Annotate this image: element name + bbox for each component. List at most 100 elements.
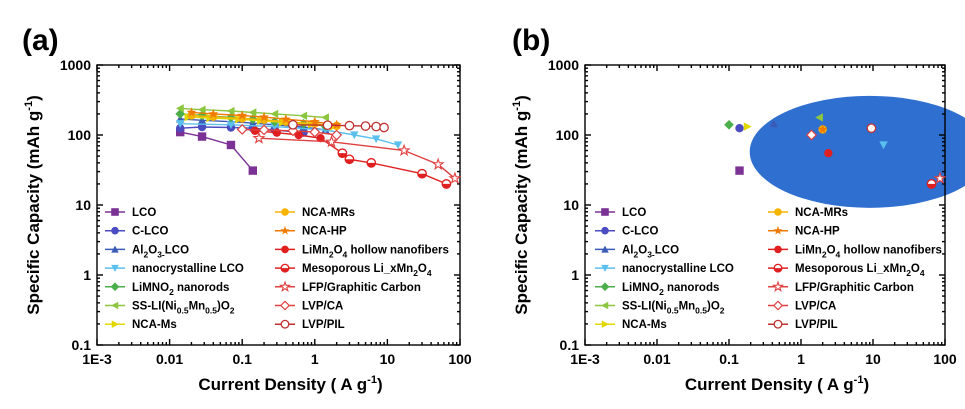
legend-label: LiMNO2 nanorods [622,282,719,297]
data-series-group [724,113,947,189]
data-point [226,106,235,116]
data-point [724,119,734,130]
legend-marker [110,282,120,292]
y-tick-label: 10 [75,197,91,213]
legend-marker [601,226,609,235]
legend-marker [280,263,290,273]
y-tick-label: 10 [563,197,579,213]
y-tick-label: 1 [571,267,579,283]
x-axis-title: Current Density ( A g-1) [685,374,869,394]
legend-marker [111,208,119,216]
legend-marker [601,264,609,272]
data-point [270,109,279,119]
data-point [176,104,184,113]
legend: LCO C-LCO Al2O3-LCO nanocrystalline LCO LiMN… [105,207,449,331]
data-point [879,141,888,150]
x-tick-label: 1E-3 [82,351,112,367]
data-point [379,122,389,133]
legend-marker [111,226,119,235]
data-point [371,121,382,132]
data-point [226,121,236,129]
data-point [322,120,333,131]
data-point [294,130,303,140]
data-point [371,135,381,144]
data-point [350,131,359,140]
data-point [735,124,744,133]
legend-label: NCA-MRs [795,207,848,219]
data-point [344,154,355,165]
data-point [237,110,248,120]
legend-label: NCA-Ms [132,319,177,331]
data-point [259,111,269,122]
legend-marker [601,320,609,328]
legend-marker [111,264,119,272]
data-point [431,157,445,171]
legend-label: SS-LI(Ni0.5Mn0.5)O2 [622,301,725,316]
data-point [344,120,355,131]
legend-label: NCA-MRs [302,207,355,219]
legend-marker [774,208,782,216]
legend-marker [279,300,291,311]
data-point [280,114,291,124]
legend-label: NCA-Ms [622,319,667,331]
legend-label: LFP/Graphitic Carbon [795,282,914,294]
y-tick-label: 100 [556,127,580,143]
legend-label: Al2O3-LCO [622,244,679,259]
data-point [186,107,197,117]
x-axis-title: Current Density ( A g-1) [198,374,382,394]
legend-label: LCO [132,207,156,219]
data-point [316,134,325,143]
legend-label: Mesoporous Li_xMn2O4 [795,263,925,278]
legend-marker [601,208,609,216]
legend: LCO C-LCO Al2O3-LCO nanocrystalline LCO LiMN… [595,207,942,331]
legend-label: C-LCO [132,226,168,238]
legend-label: LFP/Graphitic Carbon [302,282,421,294]
legend-label: LiMNO2 nanorods [132,282,229,297]
legend-marker [281,208,289,216]
x-tick-label: 1 [311,351,319,367]
legend-marker [281,245,289,254]
data-point [248,166,258,175]
data-point [299,111,308,121]
x-tick-label: 0.1 [719,351,739,367]
y-tick-label: 1 [83,267,91,283]
data-point [397,143,411,157]
data-point [250,126,260,135]
data-point [208,108,219,119]
data-point [321,113,329,122]
legend-marker [111,301,119,310]
legend-label: LVP/CA [302,301,343,313]
legend-marker [600,282,610,292]
data-point [933,171,947,184]
legend-label: LVP/PIL [795,319,838,331]
data-point [176,120,185,128]
data-point [824,148,833,158]
legend-marker [772,300,784,311]
legend-label: NCA-HP [795,226,840,238]
data-point [238,114,247,123]
legend-marker [601,301,609,310]
panel-label: (b) [512,24,550,57]
data-point [331,119,342,129]
legend-marker [773,225,783,235]
x-tick-label: 0.1 [232,351,252,367]
panel-a: (a) 1E-3 0.01 0.1 1 10 100 0.1 1 10 100 1000 Current… [22,24,472,394]
legend-marker [601,245,609,253]
data-point [309,126,321,138]
data-point [288,119,298,130]
data-point [309,116,320,126]
data-point [393,141,403,150]
data-point [197,105,206,114]
data-point [226,140,236,150]
data-point [270,122,279,131]
data-point [806,129,817,141]
legend-label: LVP/PIL [302,319,345,331]
data-point [197,132,207,141]
legend-marker [111,320,119,328]
data-point [360,121,371,131]
legend-marker [774,245,782,254]
data-series-group [175,104,462,189]
legend-marker [111,245,119,253]
x-tick-label: 1E-3 [570,351,600,367]
